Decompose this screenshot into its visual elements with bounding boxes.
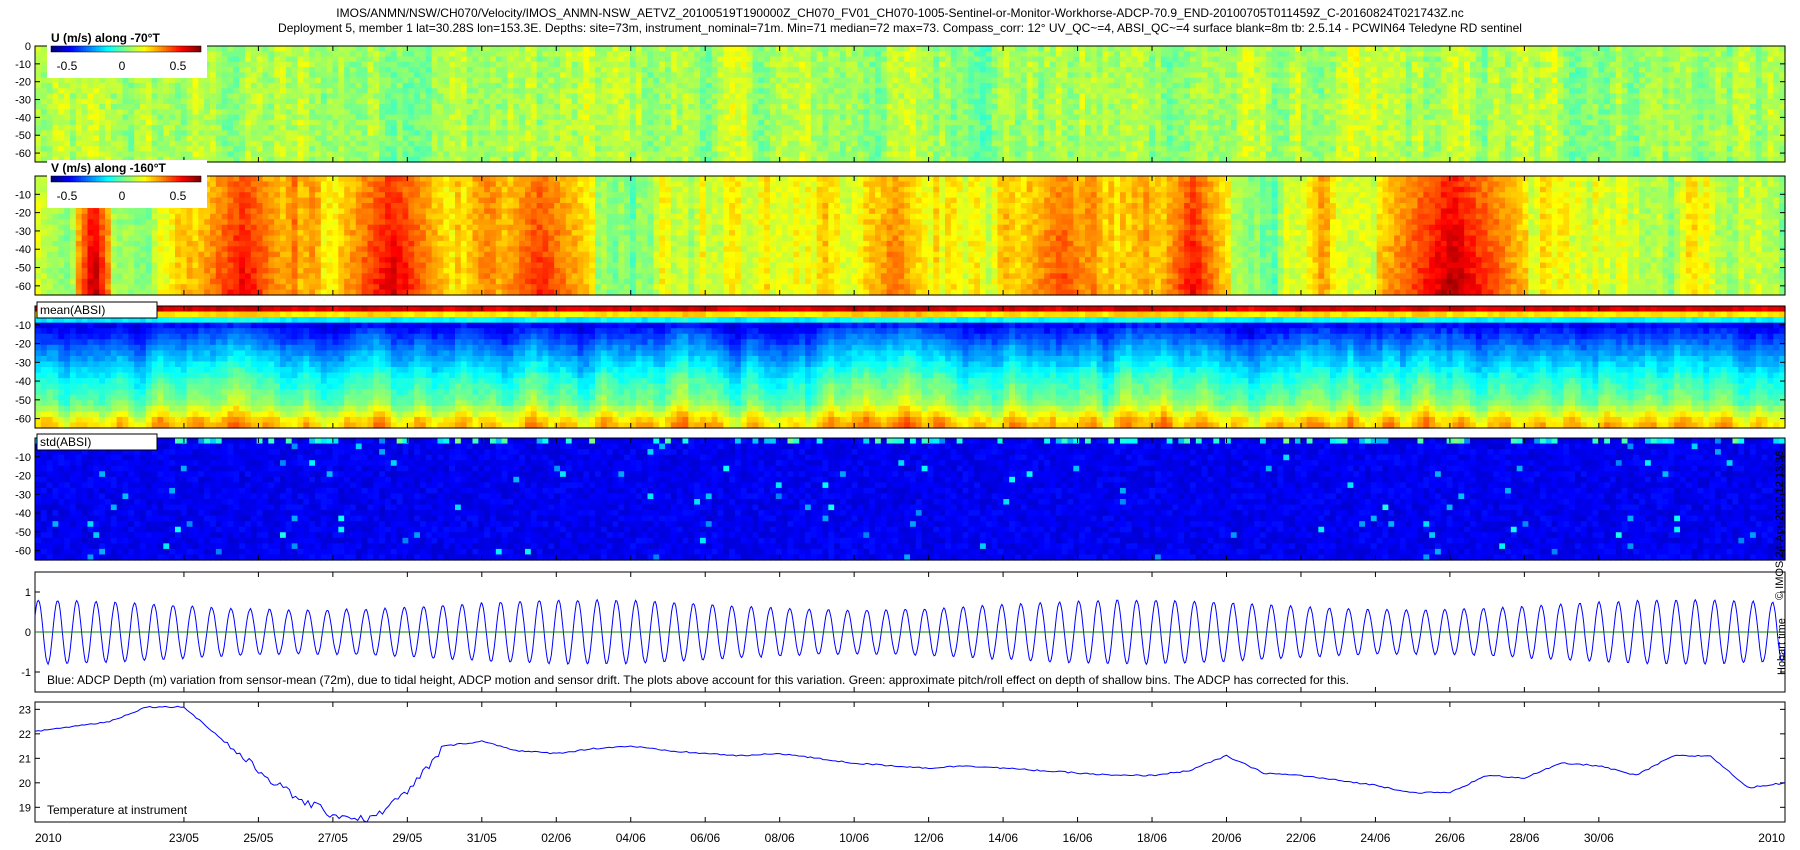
- y-tick-label: -30: [15, 357, 31, 369]
- colorbar-title: U (m/s) along -70°T: [51, 31, 160, 45]
- y-tick-label: 21: [19, 753, 31, 765]
- u-velocity-heatmap: [35, 46, 1786, 163]
- std-absi-label: std(ABSI): [36, 433, 158, 451]
- x-tick-label: 08/06: [765, 831, 795, 845]
- y-tick-label: -50: [15, 130, 31, 142]
- x-tick-label: 16/06: [1063, 831, 1093, 845]
- y-tick-label: -60: [15, 546, 31, 558]
- u-velocity-colorbar: U (m/s) along -70°T -0.5 0 0.5: [47, 30, 207, 78]
- y-tick-label: -50: [15, 263, 31, 275]
- x-tick-label: 04/06: [616, 831, 646, 845]
- mean-absi-panel-frame: [34, 305, 1786, 429]
- depth-variation-annotation: Blue: ADCP Depth (m) variation from sens…: [47, 673, 1349, 687]
- y-tick-label: 0: [25, 41, 31, 53]
- chart-title-line2: Deployment 5, member 1 lat=30.28S lon=15…: [0, 21, 1800, 35]
- x-tick-label: 26/06: [1435, 831, 1465, 845]
- y-tick-label: -50: [15, 395, 31, 407]
- y-tick-label: 19: [19, 802, 31, 814]
- x-tick-label: 18/06: [1137, 831, 1167, 845]
- mean-absi-label: mean(ABSI): [36, 301, 158, 319]
- x-tick-label: 10/06: [839, 831, 869, 845]
- colorbar-title: V (m/s) along -160°T: [51, 161, 166, 175]
- depth-variation-line: [34, 598, 1786, 666]
- y-tick-label: -20: [15, 471, 31, 483]
- x-tick-label: 2010: [35, 831, 62, 845]
- x-tick-label: 22/06: [1286, 831, 1316, 845]
- y-tick-label: -60: [15, 281, 31, 293]
- time-zone-label: Hobart time: [1776, 575, 1790, 675]
- x-tick-label: 24/06: [1360, 831, 1390, 845]
- x-tick-label: 14/06: [988, 831, 1018, 845]
- v-velocity-colorbar: V (m/s) along -160°T -0.5 0 0.5: [47, 160, 207, 208]
- x-tick-label: 06/06: [690, 831, 720, 845]
- v-velocity-heatmap: [35, 176, 1786, 296]
- y-tick-label: -40: [15, 508, 31, 520]
- x-tick-label: 31/05: [467, 831, 497, 845]
- y-tick-label: -30: [15, 95, 31, 107]
- y-tick-label: 1: [25, 587, 31, 599]
- x-tick-label: 23/05: [169, 831, 199, 845]
- x-tick-label: 25/05: [243, 831, 273, 845]
- x-tick-label: 28/06: [1509, 831, 1539, 845]
- y-tick-label: -20: [15, 339, 31, 351]
- temperature-line: [34, 705, 1786, 823]
- colorbar-tick-label: 0.5: [170, 189, 187, 203]
- colorbar-tick-label: 0.5: [170, 59, 187, 73]
- y-tick-label: -50: [15, 527, 31, 539]
- y-tick-label: -60: [15, 414, 31, 426]
- std-absi-heatmap: [35, 438, 1786, 561]
- std-absi-panel-frame: [34, 437, 1786, 561]
- colorbar-tick-label: 0: [119, 59, 126, 73]
- y-tick-label: -60: [15, 148, 31, 160]
- x-tick-label: 2010: [1758, 831, 1785, 845]
- y-tick-label: -20: [15, 77, 31, 89]
- temperature-panel-frame: [34, 701, 1786, 823]
- y-tick-label: -10: [15, 452, 31, 464]
- colorbar-tick-label: 0: [119, 189, 126, 203]
- y-tick-label: -30: [15, 226, 31, 238]
- u-velocity-panel-frame: [34, 45, 1786, 163]
- y-tick-label: -40: [15, 244, 31, 256]
- y-tick-label: -10: [15, 59, 31, 71]
- y-tick-label: -10: [15, 320, 31, 332]
- y-tick-label: -30: [15, 489, 31, 501]
- y-tick-label: -20: [15, 208, 31, 220]
- x-tick-label: 02/06: [541, 831, 571, 845]
- chart-title-line1: IMOS/ANMN/NSW/CH070/Velocity/IMOS_ANMN-N…: [0, 6, 1800, 20]
- y-tick-label: 0: [25, 627, 31, 639]
- temperature-annotation: Temperature at instrument: [47, 803, 188, 817]
- x-tick-label: 12/06: [914, 831, 944, 845]
- x-tick-label: 29/05: [392, 831, 422, 845]
- y-tick-label: 20: [19, 778, 31, 790]
- x-tick-label: 27/05: [318, 831, 348, 845]
- y-tick-label: -10: [15, 189, 31, 201]
- copyright-note: © IMOS 24-Apr-2019 12:13:36: [1774, 360, 1788, 600]
- colorbar-tick-label: -0.5: [57, 189, 78, 203]
- y-tick-label: 22: [19, 729, 31, 741]
- v-velocity-panel-frame: [34, 175, 1786, 296]
- y-tick-label: -40: [15, 376, 31, 388]
- y-tick-label: 23: [19, 704, 31, 716]
- x-tick-label: 30/06: [1584, 831, 1614, 845]
- colorbar-tick-label: -0.5: [57, 59, 78, 73]
- mean-absi-heatmap: [35, 306, 1786, 429]
- y-tick-label: -1: [21, 667, 31, 679]
- y-tick-label: -40: [15, 112, 31, 124]
- x-tick-label: 20/06: [1211, 831, 1241, 845]
